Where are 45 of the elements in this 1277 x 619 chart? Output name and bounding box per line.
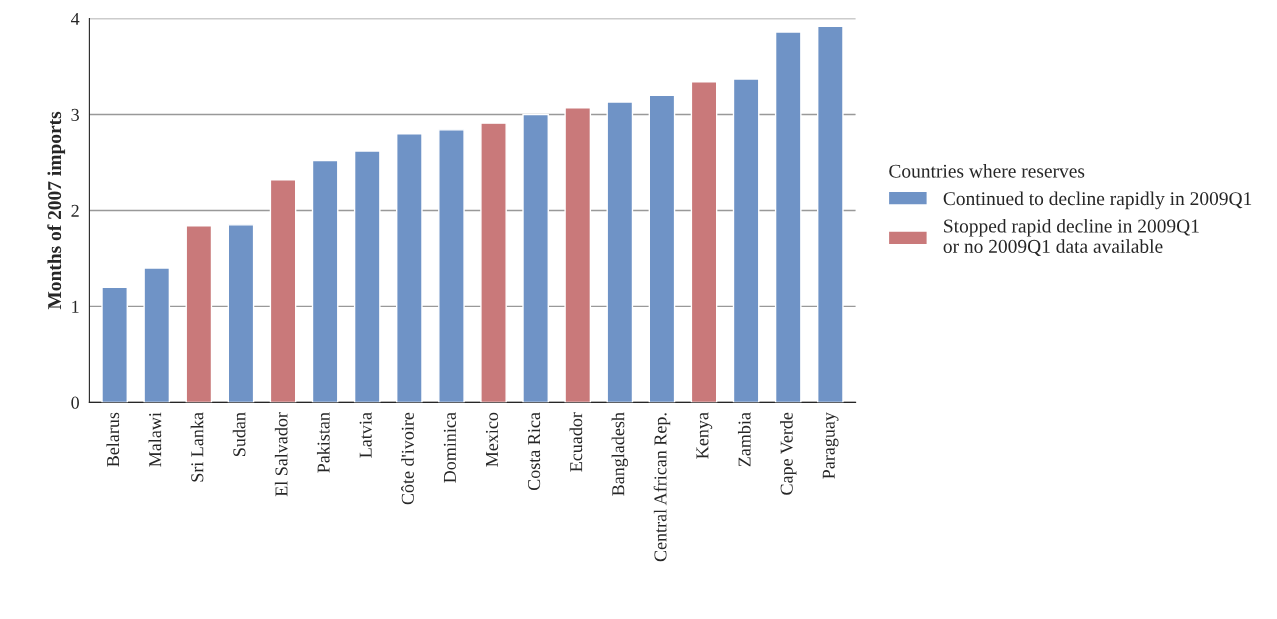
x-tick-label: Mexico <box>485 412 499 467</box>
x-tick-label: Cape Verde <box>780 412 797 495</box>
x-tick-label: Malawi <box>148 412 162 467</box>
bar <box>606 101 634 403</box>
x-tick-label: Côte d'ivoire <box>401 412 414 505</box>
x-tick-label: Dominica <box>443 412 456 483</box>
y-tick-label: 4 <box>70 12 80 25</box>
x-tick-label: El Salvador <box>274 412 288 497</box>
x-tick-label: Latvia <box>359 412 372 458</box>
x-tick-label: Costa Rica <box>528 412 541 491</box>
bar <box>269 179 297 403</box>
x-tick-label: Central African Rep. <box>653 413 671 562</box>
bar <box>690 81 718 403</box>
bar <box>185 225 213 403</box>
y-tick-label: 2 <box>71 204 79 217</box>
bar <box>311 159 339 403</box>
x-tick-label: Belarus <box>106 412 120 467</box>
y-tick-label: 0 <box>71 396 79 409</box>
x-tick-label: Paraguay <box>822 412 839 479</box>
bar <box>143 267 171 403</box>
bar <box>817 25 844 403</box>
bar <box>648 94 676 403</box>
x-tick-label: Zambia <box>737 412 751 467</box>
x-tick-label: Pakistan <box>316 412 330 473</box>
legend-label: Continued to decline rapidly in 2009Q1 <box>943 191 1252 210</box>
x-tick-label: Kenya <box>696 412 713 459</box>
bar <box>396 133 423 403</box>
legend-label: Stopped rapid decline in 2009Q1 or no 2009Q1 data available <box>943 218 1199 256</box>
bar <box>732 78 760 403</box>
x-tick-label: Sri Lanka <box>190 412 204 482</box>
bar <box>480 122 507 403</box>
bar <box>564 107 592 403</box>
bar <box>227 224 255 403</box>
bar <box>438 129 465 403</box>
bar <box>774 31 802 403</box>
bar <box>522 113 549 403</box>
x-tick-label: Sudan <box>232 412 246 456</box>
x-tick-label: Ecuador <box>569 412 583 472</box>
legend-title: Countries where reserves <box>889 164 1085 178</box>
y-tick-label: 3 <box>71 108 79 121</box>
y-tick-label: 1 <box>72 300 79 313</box>
x-tick-label: Bangladesh <box>611 412 629 496</box>
bar <box>101 286 128 403</box>
y-axis-title: Months of 2007 imports <box>47 111 66 310</box>
bar <box>353 150 381 403</box>
